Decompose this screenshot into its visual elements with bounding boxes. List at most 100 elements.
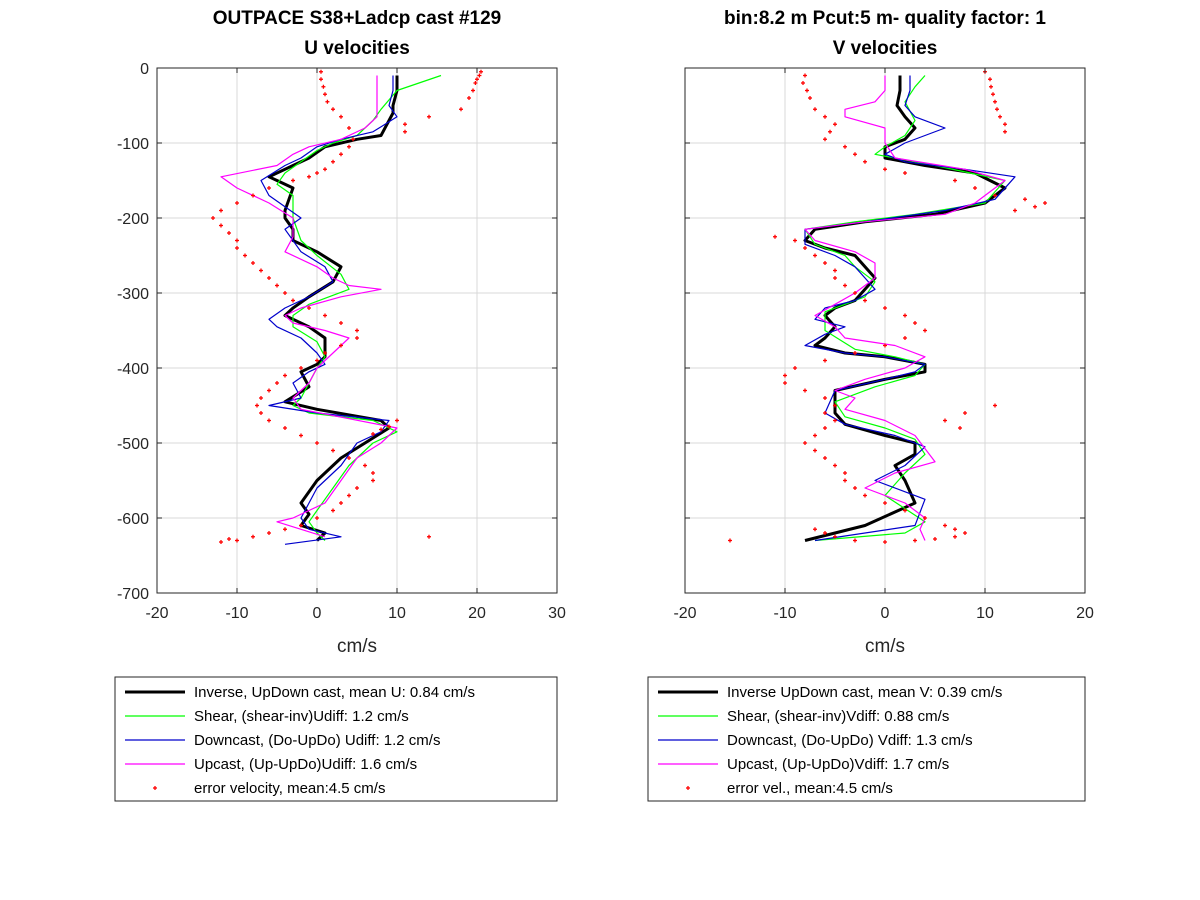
u-error-point	[299, 433, 303, 438]
u-error-point	[323, 351, 327, 355]
v-error-point	[863, 298, 867, 303]
v-error-point	[813, 433, 817, 438]
v-error-point	[883, 167, 887, 172]
u-legend-label: error velocity, mean:4.5 cm/s	[194, 780, 385, 797]
u-error-point	[211, 216, 215, 220]
v-x-tick-label: -20	[673, 605, 696, 622]
v-error-point	[853, 486, 857, 490]
u-series-error-markers	[211, 69, 483, 544]
u-error-point	[235, 201, 239, 205]
u-error-point	[219, 208, 223, 213]
u-x-tick-label: 20	[468, 605, 486, 622]
v-error-point	[823, 137, 827, 142]
u-series-line-0	[267, 75, 399, 542]
v-error-point	[953, 178, 957, 183]
u-y-tick-label: -200	[117, 211, 149, 228]
v-error-point	[803, 246, 807, 250]
u-y-tick-label: -100	[117, 136, 149, 153]
u-error-point	[339, 114, 343, 119]
v-legend-entry: Inverse UpDown cast, mean V: 0.39 cm/s	[658, 684, 1002, 701]
u-x-tick-label: 0	[313, 605, 322, 622]
v-error-point	[1013, 208, 1017, 213]
u-velocity-panel: OUTPACE S38+Ladcp cast #129 U velocities…	[114, 8, 566, 802]
v-error-point	[823, 531, 827, 535]
u-error-point	[331, 159, 335, 164]
u-error-point	[283, 373, 287, 378]
v-error-point	[833, 418, 837, 423]
u-error-point	[339, 152, 343, 157]
u-error-point	[387, 424, 391, 429]
v-error-point	[903, 171, 907, 175]
v-error-point	[728, 538, 732, 543]
v-legend-entry: Downcast, (Do-UpDo) Vdiff: 1.3 cm/s	[658, 732, 973, 749]
u-x-tick-label: -10	[225, 605, 248, 622]
v-legend-box	[647, 676, 1086, 802]
v-legend-entry: error vel., mean:4.5 cm/s	[686, 780, 893, 797]
v-error-point	[823, 114, 827, 119]
v-error-point	[808, 96, 812, 100]
v-error-point	[828, 129, 832, 134]
u-error-point	[427, 114, 431, 119]
u-error-point	[473, 81, 478, 85]
v-error-point	[813, 527, 817, 532]
u-legend-box	[114, 676, 558, 802]
u-plot-area	[211, 69, 483, 545]
v-error-point	[903, 313, 907, 318]
u-error-point	[291, 178, 295, 183]
v-error-point	[823, 261, 827, 265]
u-error-point	[267, 418, 271, 423]
v-error-point	[1043, 201, 1047, 205]
u-y-tick-label: -400	[117, 361, 149, 378]
u-error-point	[267, 388, 271, 393]
v-legend-label: Upcast, (Up-UpDo)Vdiff: 1.7 cm/s	[727, 756, 949, 773]
v-error-point	[853, 538, 857, 543]
u-error-point	[403, 122, 407, 127]
v-error-point	[833, 122, 837, 127]
u-error-point	[347, 493, 351, 498]
v-series-line-3	[804, 75, 1006, 541]
u-error-point	[355, 328, 359, 333]
u-error-point	[467, 96, 471, 100]
u-error-point	[371, 471, 375, 475]
u-series-line-3	[220, 75, 398, 538]
u-legend-entry: Shear, (shear-inv)Udiff: 1.2 cm/s	[125, 708, 409, 725]
u-error-point	[315, 171, 319, 175]
v-error-point	[823, 426, 827, 430]
v-legend-label: error vel., mean:4.5 cm/s	[727, 780, 893, 797]
v-error-point	[773, 234, 777, 239]
u-error-point	[235, 246, 239, 250]
v-error-point	[958, 426, 962, 430]
u-error-point	[351, 137, 355, 142]
v-error-point	[801, 81, 805, 85]
u-error-point	[227, 231, 231, 235]
v-velocity-panel: bin:8.2 m Pcut:5 m- quality factor: 1 V …	[647, 8, 1094, 802]
u-error-point	[283, 527, 287, 532]
v-error-point	[963, 411, 967, 415]
u-legend-label: Upcast, (Up-UpDo)Udiff: 1.6 cm/s	[194, 756, 417, 773]
u-y-tick-label: -700	[117, 586, 149, 603]
u-error-point	[347, 456, 351, 460]
u-error-point	[323, 167, 327, 172]
u-ticks: -20 -10 0 10 20 300-100-200-300-400-500-600-7…	[117, 61, 566, 622]
v-error-point	[991, 92, 995, 97]
u-error-point	[319, 69, 323, 74]
u-x-axis-label: cm/s	[337, 636, 377, 657]
u-series-line-2	[260, 75, 398, 545]
v-error-point	[813, 253, 817, 258]
v-legend: Inverse UpDown cast, mean V: 0.39 cm/s Sh…	[647, 676, 1086, 802]
v-error-point	[833, 534, 837, 539]
v-error-point	[823, 358, 827, 363]
u-error-point	[321, 84, 326, 89]
u-error-point	[235, 238, 239, 243]
v-error-point	[913, 321, 917, 325]
v-error-point	[813, 448, 817, 453]
v-error-point	[833, 403, 837, 408]
u-error-point	[403, 129, 407, 134]
u-error-point	[319, 77, 323, 82]
u-error-point	[339, 501, 343, 505]
u-y-tick-label: 0	[140, 61, 149, 78]
v-error-point	[843, 471, 847, 475]
v-x-tick-label: 20	[1076, 605, 1094, 622]
u-error-point	[259, 396, 263, 400]
